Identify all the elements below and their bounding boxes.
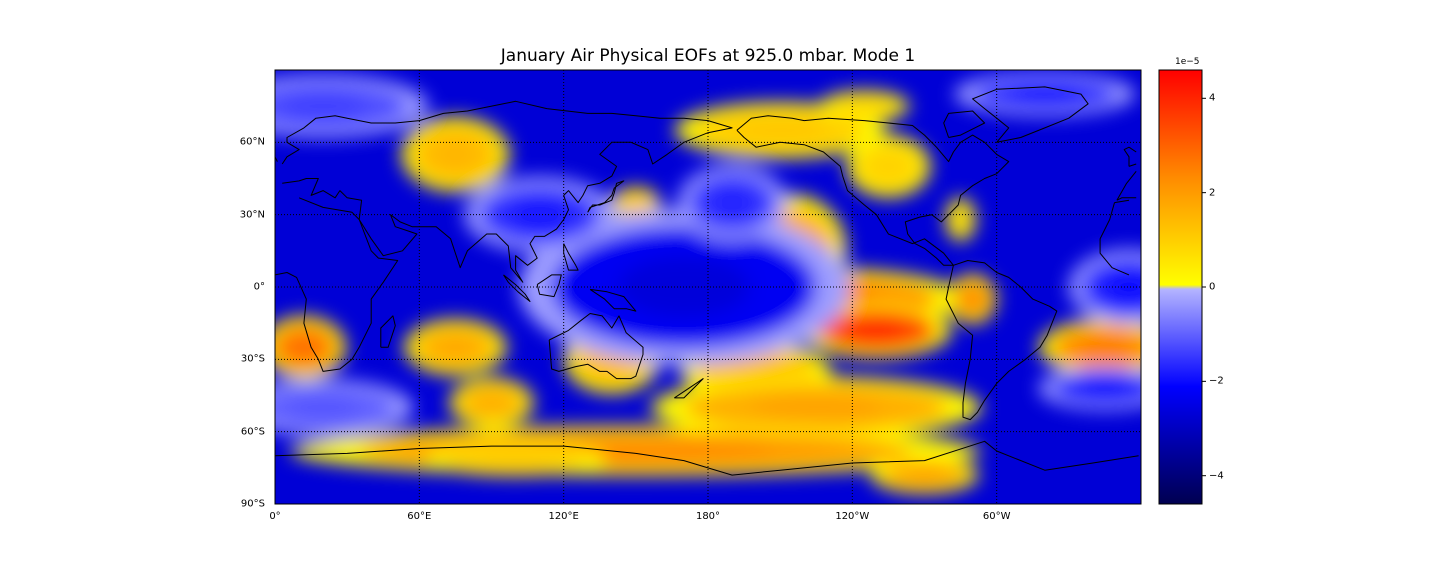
anomaly-core <box>710 188 754 218</box>
x-tick-label: 120°E <box>548 511 579 522</box>
coastline-new-zealand <box>674 378 704 399</box>
coastline-new-guinea <box>589 288 637 312</box>
x-tick-label: 60°E <box>407 511 432 522</box>
y-tick-label: 90°S <box>240 498 265 510</box>
coastline-baffin <box>943 110 986 138</box>
x-tick-label: 60°W <box>982 511 1011 522</box>
coastline-europe-asia <box>1116 170 1137 201</box>
y-tick-label: 60°S <box>240 426 265 438</box>
gridlines <box>275 70 1141 504</box>
coastline-borneo <box>536 274 562 298</box>
anomaly-core <box>434 336 476 359</box>
x-tick-label: 180° <box>695 511 721 522</box>
coastline-europe-asia <box>1116 197 1137 201</box>
coastline-antarctica <box>275 440 1139 476</box>
anomaly-core <box>902 467 947 483</box>
coastline-north-america <box>736 115 1010 266</box>
colorbar-tick-label: −2 <box>1209 375 1224 387</box>
map-title: January Air Physical EOFs at 925.0 mbar.… <box>500 46 916 66</box>
coastline-africa <box>275 197 399 372</box>
anomaly-core <box>479 454 552 467</box>
colorbar-tick-label: 4 <box>1209 92 1216 104</box>
colorbar-gradient <box>1158 69 1203 505</box>
anomaly-core <box>954 211 967 228</box>
y-tick-label: 60°N <box>239 136 265 148</box>
coastline-madagascar <box>380 315 396 348</box>
anomaly-core <box>287 396 360 419</box>
anomaly-core <box>626 196 646 209</box>
coastline-south-america <box>945 260 1058 421</box>
anomaly-core <box>1078 336 1132 359</box>
colorbar-tick-label: 2 <box>1209 187 1216 199</box>
y-tick-label: 0° <box>253 281 265 293</box>
colorbar-tick-label: 0 <box>1209 281 1216 293</box>
anomaly-core <box>1104 272 1141 302</box>
anomaly-core <box>750 395 883 420</box>
y-tick-label: 30°S <box>240 353 265 365</box>
anomaly-core <box>846 100 883 113</box>
y-tick-label: 30°N <box>239 209 265 221</box>
coastline-africa <box>1114 199 1130 204</box>
coastline-britain <box>1123 146 1137 167</box>
anomaly-core <box>1008 85 1081 103</box>
coastline-sumatra <box>503 274 531 302</box>
anomaly-core <box>433 139 478 169</box>
coastline-australia <box>548 313 644 380</box>
coastline-africa <box>1099 202 1130 276</box>
coastline-japan <box>587 180 625 213</box>
x-tick-label: 0° <box>269 511 281 522</box>
anomaly-core <box>962 289 983 309</box>
anomaly-core <box>281 94 366 119</box>
colorbar-offset-text: 1e−5 <box>1175 57 1200 67</box>
anomaly-core <box>287 335 321 360</box>
colorbar-tick-label: −4 <box>1209 470 1224 482</box>
anomaly-core <box>474 393 509 413</box>
coastline-britain <box>1128 163 1137 167</box>
x-tick-label: 120°W <box>835 511 870 522</box>
anomaly-core <box>1078 379 1132 397</box>
anomaly-core <box>871 154 906 179</box>
anomaly-core <box>738 119 823 142</box>
map-frame <box>274 69 1142 505</box>
coastline-europe-asia <box>281 100 733 283</box>
anomaly-core <box>726 360 787 383</box>
colorbar <box>1158 69 1206 505</box>
anomaly-core <box>846 319 907 342</box>
coastlines <box>275 86 1139 476</box>
